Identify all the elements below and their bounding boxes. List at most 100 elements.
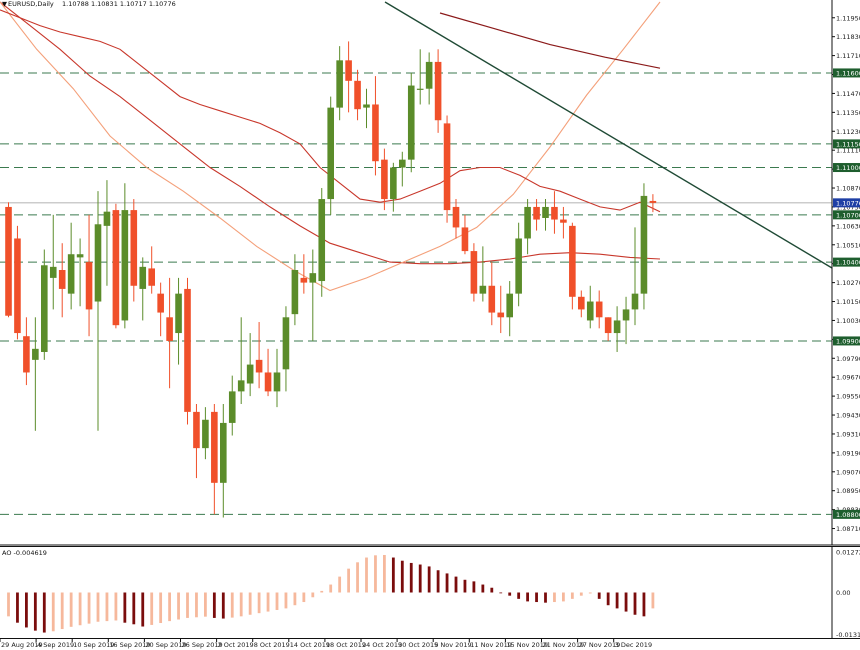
ao-bar — [195, 592, 198, 618]
trendline — [384, 1, 833, 269]
level-label: 1.11600 — [836, 69, 860, 77]
time-tick-label: 18 Oct 2019 — [326, 641, 366, 649]
bull-candle — [336, 60, 343, 108]
bear-candle — [595, 301, 603, 318]
bull-candle — [363, 104, 370, 108]
bear-candle — [184, 288, 191, 412]
level-label: 1.09900 — [836, 337, 860, 345]
bear-candle — [166, 317, 173, 341]
level-label-box — [833, 257, 860, 267]
ao-bar — [51, 592, 55, 632]
bull-candle — [175, 293, 182, 334]
bull-candle — [273, 372, 281, 392]
price-tick-label: 1.09310 — [836, 430, 860, 438]
ao-bar — [311, 592, 315, 598]
ao-bar — [302, 592, 306, 603]
bear-candle — [193, 411, 200, 449]
bull-candle — [407, 85, 415, 160]
ao-bar — [409, 562, 413, 593]
bull-candle — [291, 270, 299, 315]
bear-candle — [23, 336, 30, 373]
bear-candle — [14, 238, 21, 334]
bear-candle — [157, 293, 164, 313]
time-tick-label: 10 Sep 2019 — [73, 641, 114, 649]
level-label-box — [833, 509, 860, 519]
price-tick-label: 1.08710 — [836, 525, 860, 533]
bull-candle — [542, 206, 549, 218]
time-tick-label: 5 Nov 2019 — [434, 641, 472, 649]
bear-candle — [578, 296, 585, 310]
time-tick-label: 27 Nov 2019 — [579, 641, 621, 649]
price-tick-label: 1.10270 — [836, 279, 860, 287]
price-tick-label: 1.10510 — [836, 241, 860, 249]
bull-candle — [425, 61, 433, 89]
ao-bar — [33, 592, 37, 631]
bull-candle — [246, 364, 254, 384]
bear-candle — [112, 210, 120, 326]
ao-bar — [418, 564, 422, 593]
ao-bar — [266, 592, 270, 612]
ao-bar — [204, 592, 207, 617]
bear-candle — [5, 206, 12, 316]
price-tick-label: 1.11470 — [836, 90, 860, 98]
ma-200-line — [439, 12, 661, 69]
ao-bar — [132, 592, 136, 625]
ao-bar — [615, 592, 619, 609]
current-price-label: 1.10776 — [836, 199, 860, 207]
ao-bar — [230, 592, 234, 618]
bull-candle — [631, 293, 639, 310]
bull-candle — [121, 210, 129, 321]
time-tick-label: 29 Aug 2019 — [1, 641, 43, 649]
bull-candle — [220, 422, 227, 483]
ao-bar — [562, 592, 565, 602]
ao-bar — [87, 592, 91, 624]
bear-candle — [443, 123, 451, 211]
ao-bar — [436, 570, 440, 593]
bull-candle — [94, 224, 102, 302]
ao-bar — [329, 584, 333, 593]
level-label: 1.11150 — [836, 140, 860, 148]
bear-candle — [560, 219, 567, 223]
bear-candle — [264, 372, 272, 392]
ao-bar — [177, 592, 180, 620]
bear-candle — [434, 61, 442, 121]
price-tick-label: 1.11950 — [836, 14, 860, 22]
time-tick-label: 20 Sep 2019 — [145, 641, 186, 649]
ao-bar — [275, 592, 279, 610]
ao-bar — [535, 592, 538, 603]
ao-bar — [526, 592, 529, 602]
ohlc-values: 1.10788 1.10831 1.10717 1.10776 — [62, 0, 176, 8]
ao-bar — [463, 579, 467, 593]
ao-tick-label: 0.012724 — [836, 549, 860, 557]
bull-candle — [390, 167, 397, 200]
ao-bar — [499, 592, 503, 594]
chart-header: ▼ EURUSD,Daily 1.10788 1.10831 1.10717 1… — [2, 0, 176, 8]
ao-bar — [78, 592, 82, 626]
chart-title-arrow: ▼ — [2, 0, 7, 8]
level-label: 1.08800 — [836, 511, 860, 519]
ao-bar — [16, 592, 19, 623]
price-tick-label: 1.11230 — [836, 128, 860, 136]
ao-bar — [159, 592, 163, 624]
level-label-box — [833, 210, 860, 220]
ao-bar — [400, 560, 404, 593]
price-tick-label: 1.09790 — [836, 355, 860, 363]
price-tick-label: 1.10030 — [836, 317, 860, 325]
bear-candle — [488, 285, 496, 313]
price-tick-label: 1.08950 — [836, 487, 860, 495]
bear-candle — [300, 277, 308, 283]
ao-bar — [651, 592, 655, 609]
ao-bar — [347, 568, 350, 593]
ao-bar — [642, 592, 646, 617]
ao-bar — [60, 592, 64, 630]
bull-candle — [103, 211, 111, 226]
bull-candle — [327, 107, 334, 200]
ao-bar — [374, 555, 377, 593]
ao-bar — [624, 592, 628, 612]
bear-candle — [85, 262, 93, 310]
ao-histogram — [7, 554, 655, 633]
bull-candle — [416, 88, 424, 90]
